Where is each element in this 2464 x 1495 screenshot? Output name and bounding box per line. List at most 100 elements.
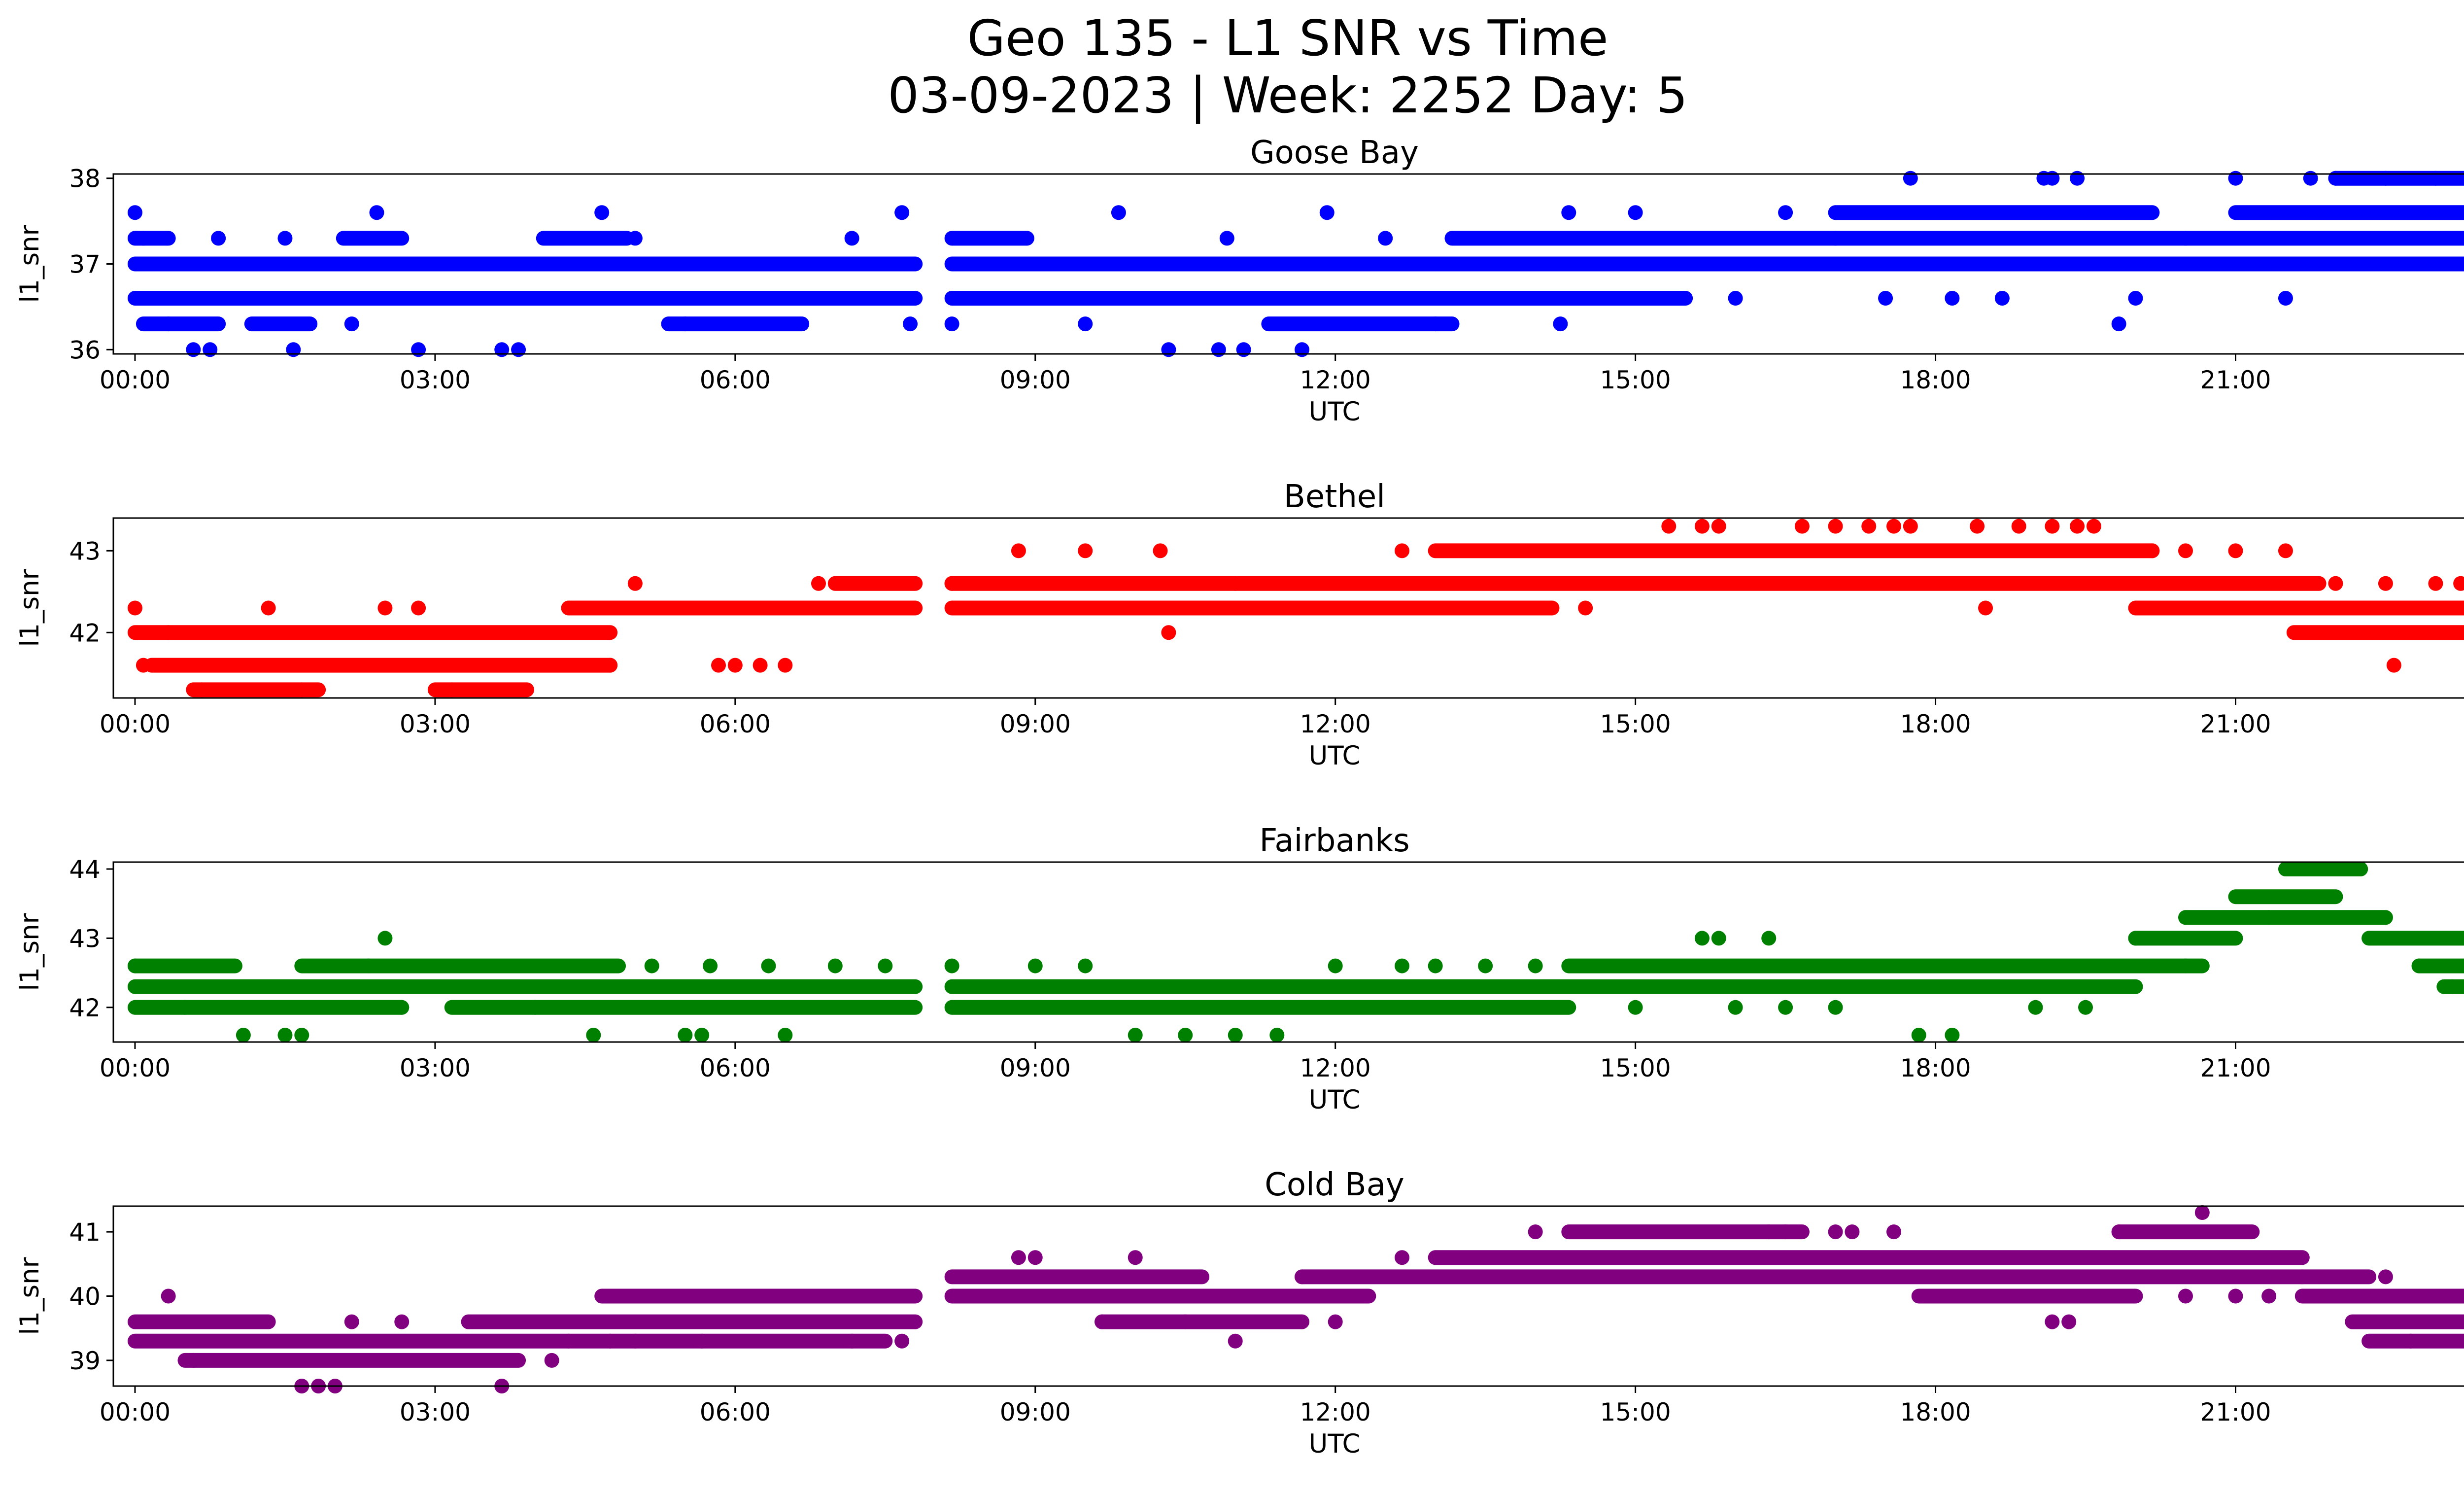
data-point [1153, 543, 1168, 558]
y-tick-label: 37 [69, 250, 101, 279]
x-tick-label: 00:00 [100, 1054, 171, 1082]
data-point [203, 342, 218, 357]
data-point [186, 342, 201, 357]
data-point [603, 658, 618, 673]
panels: Goose Bay 00:00 03:00 06:00 09:00 12:00 15:00 1… [15, 135, 2464, 1459]
x-tick-label: 03:00 [400, 710, 471, 738]
panel-title: Goose Bay [1250, 135, 1419, 171]
data-point [2453, 576, 2464, 591]
data-point [2178, 1288, 2193, 1304]
data-point [1528, 958, 1543, 973]
data-point [1861, 519, 1877, 534]
data-point [294, 682, 309, 697]
data-point [1628, 205, 1643, 220]
data-point [2086, 519, 2101, 534]
data-point [644, 958, 659, 973]
x-tick-label: 21:00 [2200, 366, 2271, 394]
x-tick-label: 12:00 [1300, 366, 1371, 394]
panel-2: Bethel 00:00 03:00 06:00 09:00 12:00 15:00 18:0… [15, 479, 2464, 771]
data-point [1661, 519, 1677, 534]
data-point [2111, 316, 2126, 332]
data-point [827, 600, 843, 616]
x-tick-label: 15:00 [1600, 1054, 1671, 1082]
data-point [894, 205, 910, 220]
y-tick-label: 36 [69, 336, 101, 364]
data-point [2061, 1314, 2077, 1329]
data-point [2045, 519, 2060, 534]
data-point [1828, 519, 1843, 534]
data-point [2145, 543, 2160, 558]
data-point [1845, 1224, 1860, 1240]
data-point [1528, 1224, 1543, 1240]
data-point [1778, 1000, 1793, 1015]
data-point [1011, 543, 1026, 558]
figure-title: Geo 135 - L1 SNR vs Time [967, 9, 1608, 67]
data-point [1319, 205, 1335, 220]
data-point [1078, 316, 1093, 332]
data-point [903, 316, 918, 332]
data-point [1678, 256, 1693, 272]
data-point [1027, 291, 1043, 306]
data-point [1428, 958, 1443, 973]
data-point [1628, 1000, 1643, 1015]
data-point [1328, 958, 1343, 973]
data-point [161, 625, 176, 640]
data-point [544, 1353, 559, 1368]
y-tick-label: 39 [69, 1347, 101, 1375]
data-point [978, 256, 993, 272]
data-point [2303, 171, 2318, 186]
data-point [1945, 1027, 1960, 1043]
data-point [1561, 205, 1576, 220]
data-point [1128, 1250, 1143, 1265]
y-tick-label: 43 [69, 537, 101, 565]
data-point [2278, 291, 2293, 306]
data-point [778, 291, 793, 306]
x-tick-label: 12:00 [1300, 1054, 1371, 1082]
data-points [127, 862, 2464, 1043]
data-point [2128, 291, 2143, 306]
data-point [127, 205, 142, 220]
data-point [761, 958, 776, 973]
data-point [944, 316, 959, 332]
data-point [1528, 600, 1543, 616]
data-point [753, 658, 768, 673]
data-point [694, 1333, 710, 1349]
figure-subtitle: 03-09-2023 | Week: 2252 Day: 5 [888, 67, 1687, 124]
data-point [136, 231, 151, 246]
data-point [894, 1333, 910, 1349]
data-point [2428, 576, 2443, 591]
data-point [2411, 958, 2427, 973]
data-point [1694, 931, 1710, 946]
data-point [1828, 1224, 1843, 1240]
data-point [1794, 519, 1810, 534]
y-tick-label: 38 [69, 165, 101, 193]
data-point [344, 316, 359, 332]
data-point [127, 600, 142, 616]
axes-frame [112, 861, 2464, 1043]
x-tick-label: 18:00 [1900, 1398, 1971, 1426]
data-point [2228, 543, 2243, 558]
data-point [2261, 1288, 2277, 1304]
data-point [1903, 171, 1918, 186]
data-point [1395, 958, 1410, 973]
x-tick-label: 00:00 [100, 1398, 171, 1426]
data-point [1178, 1314, 1193, 1329]
x-tick-label: 15:00 [1600, 366, 1671, 394]
data-point [277, 1027, 293, 1043]
x-tick-label: 09:00 [1000, 1398, 1071, 1426]
data-point [1228, 1333, 1243, 1349]
panel-1: Goose Bay 00:00 03:00 06:00 09:00 12:00 15:00 1… [15, 135, 2464, 427]
data-point [711, 658, 726, 673]
x-axis-label: UTC [1308, 1429, 1360, 1459]
x-tick-label: 12:00 [1300, 710, 1371, 738]
data-point [1395, 1250, 1410, 1265]
data-point [627, 1333, 643, 1349]
data-point [2045, 171, 2060, 186]
data-point [127, 958, 142, 973]
x-tick-label: 15:00 [1600, 710, 1671, 738]
y-tick-label: 40 [69, 1283, 101, 1311]
data-point [827, 958, 843, 973]
data-point [394, 1000, 410, 1015]
data-point [2378, 1269, 2393, 1285]
